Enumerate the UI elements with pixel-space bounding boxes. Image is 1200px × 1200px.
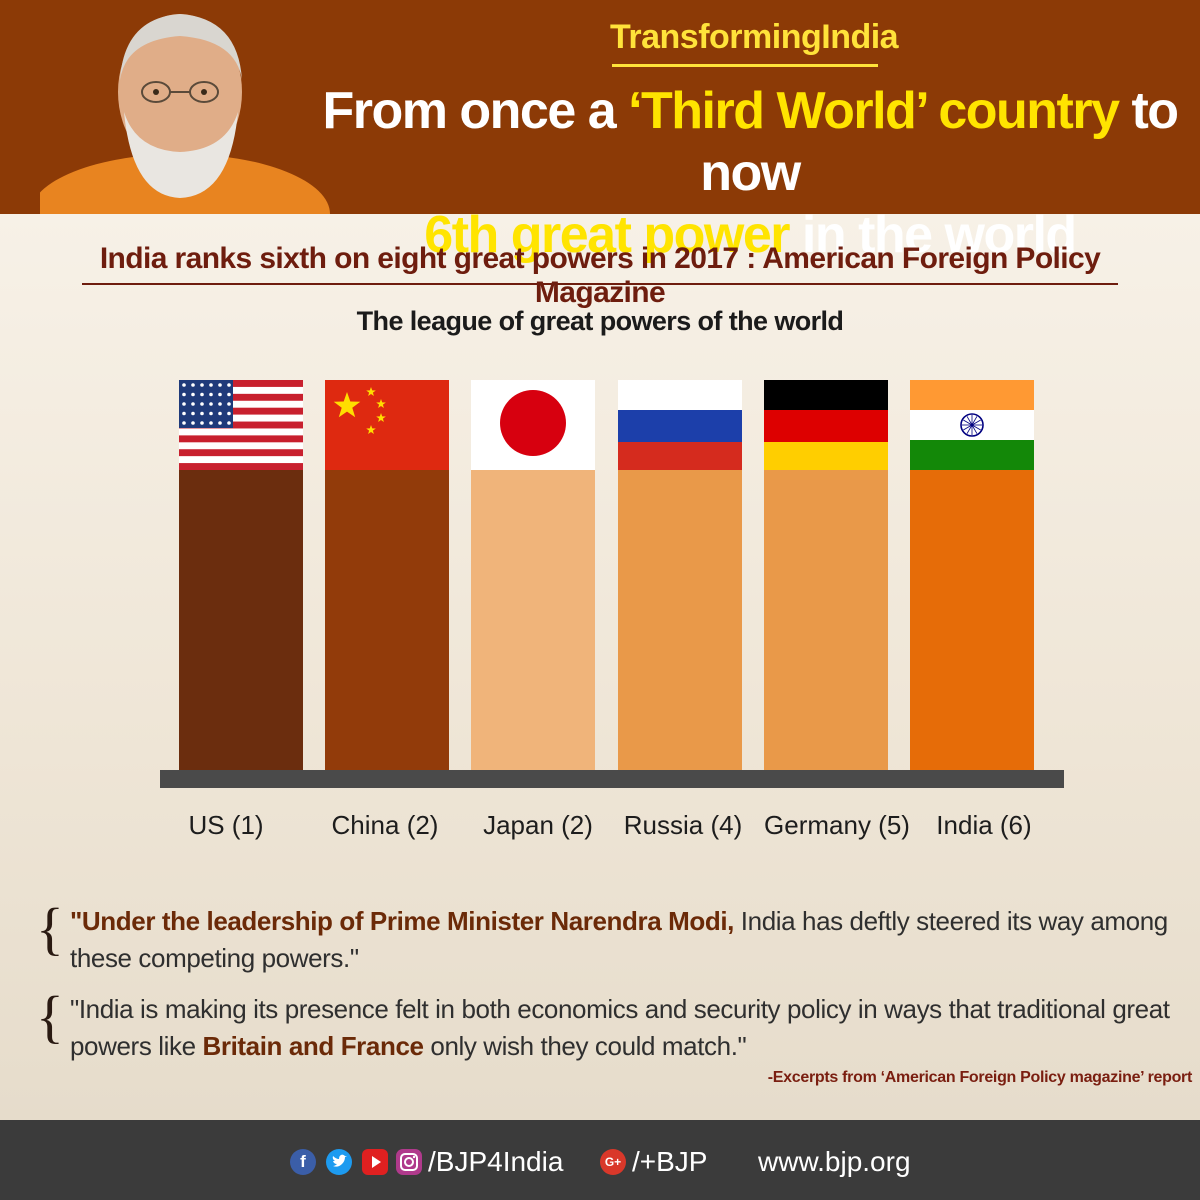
russia-flag-icon: [618, 380, 742, 470]
quote-1: "Under the leadership of Prime Minister …: [70, 903, 1180, 977]
hashtag-underline: [612, 64, 878, 67]
chart-baseline: [160, 770, 1064, 788]
headline-highlight: ‘Third World’ country: [628, 82, 1120, 140]
category-label: Japan (2): [483, 810, 593, 840]
bar-china: [325, 468, 449, 770]
website-link[interactable]: www.bjp.org: [758, 1146, 911, 1177]
portrait-image: [40, 0, 330, 214]
source-note: -Excerpts from ‘American Foreign Policy …: [767, 1069, 1193, 1086]
category-label: Germany (5): [764, 810, 910, 840]
quote-2: "India is making its presence felt in bo…: [70, 991, 1180, 1065]
headline-part: in the world: [788, 206, 1077, 264]
bar-russia: [618, 468, 742, 770]
quote-1-emphasis: "Under the leadership of Prime Minister …: [70, 906, 734, 936]
germany-flag-icon: [764, 380, 888, 470]
headline-part: to now: [700, 82, 1179, 202]
quote-1-text: India has deftly steered its way among t…: [70, 906, 1168, 973]
twitter-icon[interactable]: [326, 1149, 352, 1175]
headline-highlight: 6th great power: [424, 206, 790, 264]
google-plus-icon[interactable]: G+: [600, 1149, 626, 1175]
instagram-icon[interactable]: [396, 1149, 422, 1175]
facebook-icon[interactable]: f: [290, 1149, 316, 1175]
category-label: India (6): [936, 810, 1032, 840]
bar-india: [910, 468, 1034, 770]
china-flag-icon: [325, 380, 449, 470]
quote-2-emphasis: Britain and France: [202, 1031, 424, 1061]
gplus-handle[interactable]: /+BJP: [632, 1146, 708, 1177]
subtitle-underline: [82, 283, 1118, 285]
india-flag-icon: [910, 380, 1034, 470]
brace-icon: {: [36, 984, 64, 1049]
youtube-icon[interactable]: [362, 1149, 388, 1175]
hashtag: TransformingIndia: [610, 18, 899, 56]
quote-2-text: "India is making its presence felt in bo…: [70, 994, 1170, 1061]
quote-2-text: only wish they could match.": [423, 1031, 747, 1061]
bar-us: [179, 468, 303, 770]
headline-part: From once a: [322, 82, 629, 140]
category-label: China (2): [331, 810, 439, 840]
social-handle[interactable]: /BJP4India: [428, 1146, 564, 1177]
japan-flag-icon: [471, 380, 595, 470]
chart-title: The league of great powers of the world: [356, 306, 844, 336]
brace-icon: {: [36, 896, 64, 961]
headline: From once a ‘Third World’ country to now…: [300, 80, 1200, 266]
bar-germany: [764, 468, 888, 770]
category-label: US (1): [188, 810, 264, 840]
us-flag-icon: [179, 380, 303, 470]
bar-japan: [471, 468, 595, 770]
category-label: Russia (4): [623, 810, 743, 840]
subtitle: India ranks sixth on eight great powers …: [99, 242, 1101, 309]
